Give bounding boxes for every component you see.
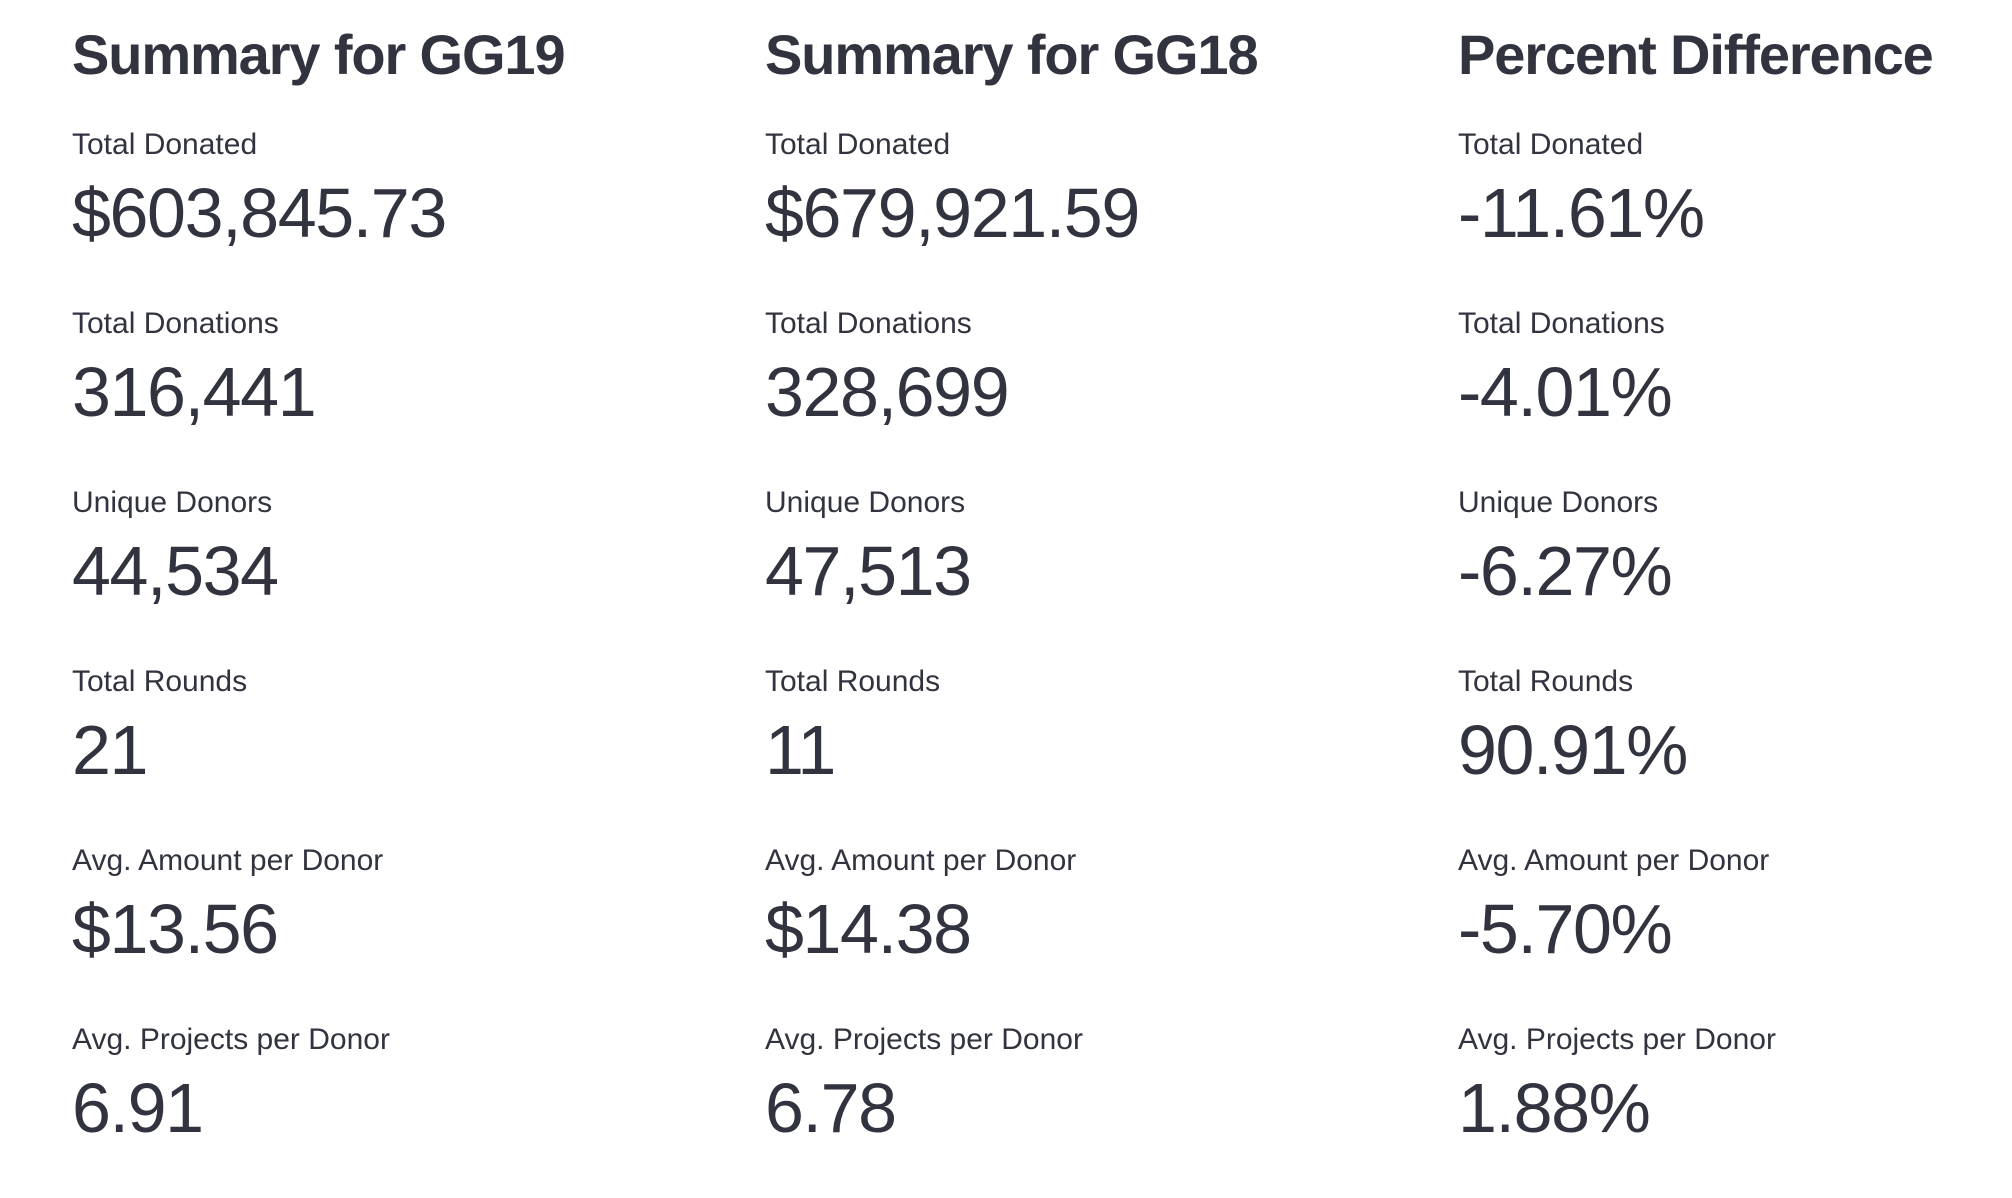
metric-value: 316,441 xyxy=(72,353,317,432)
column-summary-gg19: Summary for GG19 Total Donated $603,845.… xyxy=(72,21,765,1198)
metric-gg19-unique-donors: Unique Donors 44,534 xyxy=(72,482,765,613)
column-title-gg19: Summary for GG19 xyxy=(72,23,566,86)
metric-value: 1.88% xyxy=(1458,1069,1651,1148)
metric-diff-total-donations: Total Donations -4.01% xyxy=(1458,303,1933,434)
column-summary-gg18: Summary for GG18 Total Donated $679,921.… xyxy=(765,21,1458,1198)
metric-value: $603,845.73 xyxy=(72,174,447,253)
metric-label: Total Rounds xyxy=(765,665,941,699)
metric-value: -11.61% xyxy=(1458,174,1705,253)
metric-label: Avg. Projects per Donor xyxy=(765,1023,1083,1057)
metric-gg18-avg-amount-per-donor: Avg. Amount per Donor $14.38 xyxy=(765,840,1458,971)
metric-label: Unique Donors xyxy=(1458,486,1659,520)
metric-label: Total Donated xyxy=(72,128,258,162)
metric-gg19-total-donated: Total Donated $603,845.73 xyxy=(72,124,765,255)
metric-value: 90.91% xyxy=(1458,711,1688,790)
metric-gg18-avg-projects-per-donor: Avg. Projects per Donor 6.78 xyxy=(765,1019,1458,1150)
metric-label: Avg. Amount per Donor xyxy=(72,844,384,878)
metric-gg19-total-donations: Total Donations 316,441 xyxy=(72,303,765,434)
metric-diff-total-donated: Total Donated -11.61% xyxy=(1458,124,1933,255)
metric-diff-total-rounds: Total Rounds 90.91% xyxy=(1458,661,1933,792)
metric-label: Avg. Amount per Donor xyxy=(765,844,1077,878)
metric-label: Total Donated xyxy=(1458,128,1644,162)
metric-value: -6.27% xyxy=(1458,532,1673,611)
metric-label: Total Donations xyxy=(765,307,972,341)
metric-gg18-total-donated: Total Donated $679,921.59 xyxy=(765,124,1458,255)
metric-label: Total Donated xyxy=(765,128,951,162)
metric-value: 21 xyxy=(72,711,148,790)
metric-diff-avg-projects-per-donor: Avg. Projects per Donor 1.88% xyxy=(1458,1019,1933,1150)
metric-gg18-unique-donors: Unique Donors 47,513 xyxy=(765,482,1458,613)
metric-label: Unique Donors xyxy=(72,486,273,520)
metric-value: -4.01% xyxy=(1458,353,1673,432)
metric-label: Avg. Amount per Donor xyxy=(1458,844,1770,878)
metric-gg19-avg-projects-per-donor: Avg. Projects per Donor 6.91 xyxy=(72,1019,765,1150)
metric-value: -5.70% xyxy=(1458,890,1673,969)
metric-label: Total Donations xyxy=(1458,307,1665,341)
metric-gg19-total-rounds: Total Rounds 21 xyxy=(72,661,765,792)
metric-gg19-avg-amount-per-donor: Avg. Amount per Donor $13.56 xyxy=(72,840,765,971)
metric-value: $679,921.59 xyxy=(765,174,1140,253)
metric-value: 47,513 xyxy=(765,532,972,611)
metric-gg18-total-donations: Total Donations 328,699 xyxy=(765,303,1458,434)
metric-label: Unique Donors xyxy=(765,486,966,520)
metric-label: Avg. Projects per Donor xyxy=(72,1023,390,1057)
metric-value: 6.78 xyxy=(765,1069,897,1148)
metric-gg18-total-rounds: Total Rounds 11 xyxy=(765,661,1458,792)
metric-value: 328,699 xyxy=(765,353,1010,432)
metric-value: 44,534 xyxy=(72,532,279,611)
metric-diff-unique-donors: Unique Donors -6.27% xyxy=(1458,482,1933,613)
metric-value: 11 xyxy=(765,711,836,790)
metric-label: Total Rounds xyxy=(72,665,248,699)
metric-label: Avg. Projects per Donor xyxy=(1458,1023,1776,1057)
metric-diff-avg-amount-per-donor: Avg. Amount per Donor -5.70% xyxy=(1458,840,1933,971)
metric-label: Total Rounds xyxy=(1458,665,1634,699)
metric-value: 6.91 xyxy=(72,1069,204,1148)
metric-label: Total Donations xyxy=(72,307,279,341)
metric-value: $14.38 xyxy=(765,890,972,969)
column-percent-difference: Percent Difference Total Donated -11.61%… xyxy=(1458,21,1934,1198)
metric-value: $13.56 xyxy=(72,890,279,969)
column-title-percent-difference: Percent Difference xyxy=(1458,23,1934,86)
column-title-gg18: Summary for GG18 xyxy=(765,23,1259,86)
